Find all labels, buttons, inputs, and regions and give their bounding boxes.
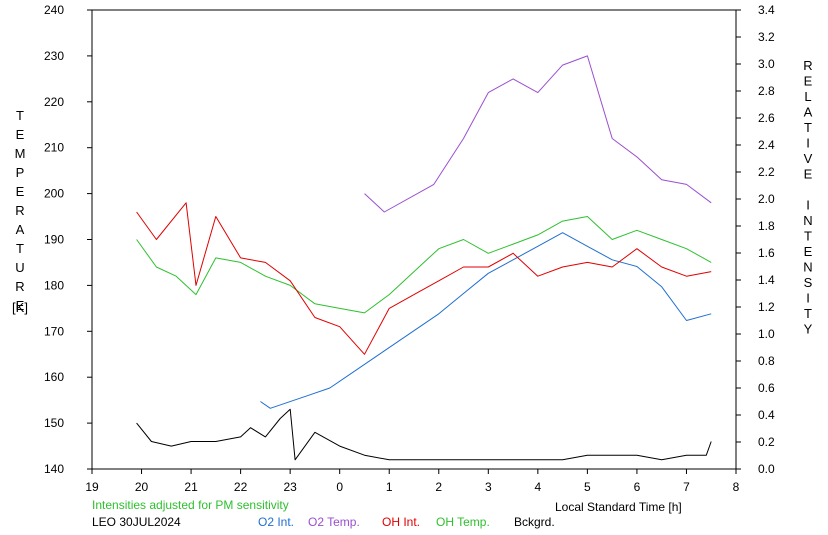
y-left-label-letter: U bbox=[15, 260, 24, 275]
x-tick-label: 19 bbox=[85, 480, 99, 494]
y-left-label-letter: E bbox=[16, 127, 25, 142]
y-right-tick-label: 1.2 bbox=[758, 300, 775, 314]
y-right-tick-label: 0.2 bbox=[758, 435, 775, 449]
plot-frame bbox=[91, 9, 737, 470]
legend-oh-int: OH Int. bbox=[382, 515, 421, 529]
x-tick-label: 1 bbox=[386, 480, 393, 494]
y-left-tick-label: 220 bbox=[44, 95, 64, 109]
series-oh-temp bbox=[136, 216, 712, 314]
y-left-label-letter: A bbox=[16, 222, 25, 237]
y-right-tick-label: 1.8 bbox=[758, 219, 775, 233]
y-left-tick-label: 210 bbox=[44, 141, 64, 155]
y-right-label-letter: S bbox=[804, 275, 813, 290]
note-text: Intensities adjusted for PM sensitivity bbox=[92, 498, 289, 512]
y-left-tick-label: 170 bbox=[44, 324, 64, 338]
x-tick-label: 21 bbox=[184, 480, 198, 494]
x-tick-label: 20 bbox=[135, 480, 149, 494]
y-left-label-letter: R bbox=[15, 279, 24, 294]
x-tick-label: 0 bbox=[336, 480, 343, 494]
y-left-label-letter: R bbox=[15, 203, 24, 218]
series-oh-int bbox=[136, 202, 712, 355]
y-right-tick-label: 0.0 bbox=[758, 462, 775, 476]
x-tick-label: 8 bbox=[733, 480, 740, 494]
y-right-label-letter: I bbox=[806, 291, 810, 306]
y-left-label-letter: M bbox=[15, 146, 26, 161]
y-right-tick-label: 3.0 bbox=[758, 57, 775, 71]
y-right-tick-label: 2.8 bbox=[758, 84, 775, 98]
y-right-label-letter: A bbox=[804, 105, 813, 120]
y-right-tick-label: 1.0 bbox=[758, 327, 775, 341]
legend-o2-int: O2 Int. bbox=[258, 515, 295, 529]
y-right-label-letter: R bbox=[803, 58, 812, 73]
y-right-axis: 0.0 0.2 0.4 0.6 0.8 1.0 1.2 1.4 1.6 1.8 2.0 2.2 2.4 2… bbox=[736, 3, 775, 476]
y-right-label-letter: E bbox=[804, 244, 813, 259]
y-left-label-letter: P bbox=[16, 165, 25, 180]
y-left-label-letter: E bbox=[16, 298, 25, 313]
y-left-tick-label: 200 bbox=[44, 187, 64, 201]
station-date: LEO 30JUL2024 bbox=[92, 515, 181, 529]
y-right-tick-label: 3.4 bbox=[758, 3, 775, 17]
y-right-label-letter: T bbox=[804, 120, 812, 135]
y-right-tick-label: 0.6 bbox=[758, 381, 775, 395]
y-left-tick-label: 230 bbox=[44, 49, 64, 63]
y-right-label-letter: I bbox=[806, 198, 810, 213]
x-tick-label: 2 bbox=[435, 480, 442, 494]
x-tick-label: 5 bbox=[584, 480, 591, 494]
y-right-label-letter: I bbox=[806, 136, 810, 151]
y-right-tick-label: 0.4 bbox=[758, 408, 775, 422]
x-tick-label: 6 bbox=[634, 480, 641, 494]
x-tick-label: 3 bbox=[485, 480, 492, 494]
y-right-label-letter: V bbox=[804, 151, 813, 166]
y-right-tick-label: 2.6 bbox=[758, 111, 775, 125]
y-right-label-letter: T bbox=[804, 306, 812, 321]
y-left-axis: 140 150 160 170 180 190 200 210 220 230 240 bbox=[44, 3, 92, 476]
y-right-label-letter: E bbox=[804, 167, 813, 182]
y-right-label-letter: N bbox=[803, 213, 812, 228]
x-tick-label: 23 bbox=[283, 480, 297, 494]
y-right-tick-label: 0.8 bbox=[758, 354, 775, 368]
y-right-label-letter: E bbox=[804, 74, 813, 89]
y-right-label-letter: T bbox=[804, 229, 812, 244]
series-layer bbox=[136, 55, 712, 461]
y-left-tick-label: 140 bbox=[44, 462, 64, 476]
legend-o2-temp: O2 Temp. bbox=[308, 515, 360, 529]
y-left-tick-label: 190 bbox=[44, 233, 64, 247]
y-right-label-letter: N bbox=[803, 260, 812, 275]
y-left-label-letter: T bbox=[16, 108, 24, 123]
y-left-tick-label: 180 bbox=[44, 278, 64, 292]
legend-bckgrd: Bckgrd. bbox=[514, 515, 555, 529]
y-left-tick-label: 150 bbox=[44, 416, 64, 430]
x-tick-label: 4 bbox=[535, 480, 542, 494]
series-bckgrd bbox=[136, 408, 712, 461]
y-right-tick-label: 1.6 bbox=[758, 246, 775, 260]
y-left-unit: [K] bbox=[12, 300, 28, 315]
legend-oh-temp: OH Temp. bbox=[436, 515, 490, 529]
y-right-tick-label: 2.0 bbox=[758, 192, 775, 206]
y-right-label-letter: L bbox=[804, 89, 811, 104]
x-axis: 19 20 21 22 23 0 1 2 3 4 5 6 7 8 bbox=[85, 469, 740, 494]
y-left-tick-label: 240 bbox=[44, 3, 64, 17]
y-right-label-letter: Y bbox=[804, 322, 813, 337]
y-left-tick-label: 160 bbox=[44, 370, 64, 384]
x-axis-label: Local Standard Time [h] bbox=[555, 500, 682, 514]
series-o2-int bbox=[260, 232, 712, 409]
y-right-tick-label: 2.2 bbox=[758, 165, 775, 179]
x-tick-label: 7 bbox=[683, 480, 690, 494]
y-right-tick-label: 2.4 bbox=[758, 138, 775, 152]
x-tick-label: 22 bbox=[234, 480, 248, 494]
y-right-tick-label: 1.4 bbox=[758, 273, 775, 287]
y-left-label-letter: T bbox=[16, 241, 24, 256]
y-left-label-letter: E bbox=[16, 184, 25, 199]
y-right-tick-label: 3.2 bbox=[758, 30, 775, 44]
series-o2-temp bbox=[364, 55, 712, 213]
